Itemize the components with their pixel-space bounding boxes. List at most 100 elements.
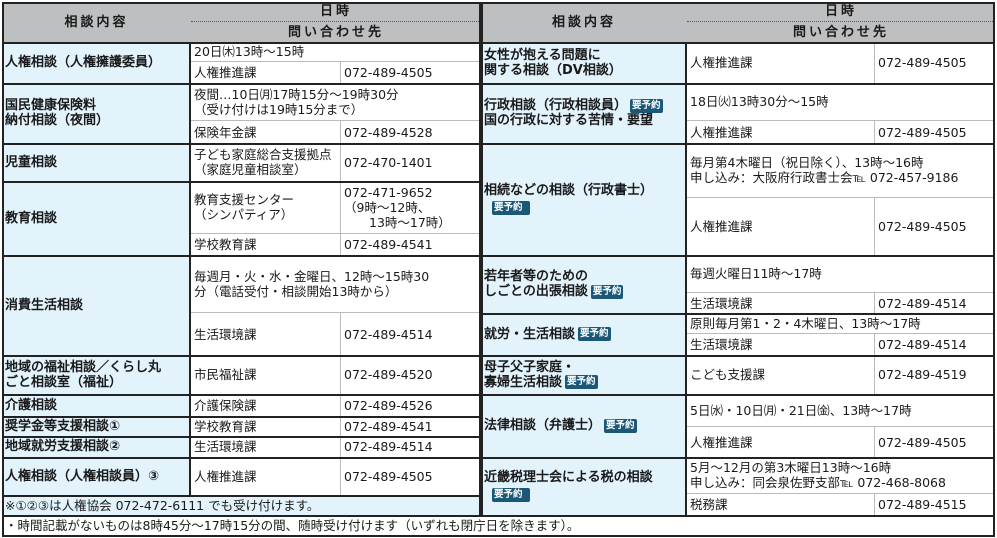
contact-phone: 072-489-4514: [875, 293, 995, 313]
right-header-datetime-text: 日時: [824, 4, 857, 19]
contact-phone-text: 072-489-4528: [344, 124, 433, 140]
contact-phone-text: 072-489-4519: [878, 367, 967, 382]
contact-department: 人権推進課: [687, 42, 875, 83]
consult-label-content: 就労・生活相談 要予約: [484, 327, 611, 342]
contact-phone: 072-489-4519: [875, 355, 995, 394]
consult-label: 消費生活相談: [2, 255, 191, 355]
contact-phone: 072-489-4514: [875, 334, 995, 355]
contact-phone: 072-489-4505: [875, 427, 995, 457]
contact-department: 人権推進課: [687, 121, 875, 143]
contact-phone: 072-489-4541: [341, 234, 481, 255]
contact-department-text: 生活環境課: [194, 439, 257, 454]
contact-department: こども支援課: [687, 355, 875, 394]
consult-label-content: 若年者等のための しごとの出張相談 要予約: [484, 269, 624, 299]
consult-label: 奨学金等支援相談①: [2, 416, 191, 436]
contact-department: 人権推進課: [687, 427, 875, 457]
consult-label: 人権相談（人権相談員）③: [2, 457, 191, 495]
contact-phone: 072-489-4541: [341, 416, 481, 436]
contact-phone: 072-489-4505: [341, 62, 481, 83]
schedule: 毎週火曜日11時～17時: [687, 255, 995, 293]
contact-department: 保険年金課: [191, 121, 341, 143]
schedule: 18日㈫13時30分～15時: [687, 83, 995, 121]
consult-label: 児童相談: [2, 143, 191, 181]
contact-phone-text: 072-489-4505: [344, 65, 433, 80]
contact-department-text: 生活環境課: [194, 326, 257, 342]
contact-phone-text: 072-489-4505: [878, 219, 967, 234]
schedule-text: 原則毎月第1・2・4木曜日、13時～17時: [690, 315, 921, 331]
left-header-datetime-text: 日時: [319, 4, 352, 19]
schedule: 毎週月・火・水・金曜日、12時～15時30 分（電話受付・相談開始13時から）: [191, 255, 481, 313]
consult-label: 若年者等のための しごとの出張相談 要予約: [481, 255, 687, 313]
contact-department-text: 子ども家庭総合支援拠点 （家庭児童相談室）: [194, 147, 332, 177]
contact-department-text: 人権推進課: [690, 434, 753, 450]
schedule: 20日㈭13時～15時: [191, 42, 481, 62]
contact-department: 学校教育課: [191, 416, 341, 436]
schedule-text: 18日㈫13時30分～15時: [690, 94, 829, 109]
consult-label-text: 女性が抱える問題に 関する相談（DV相談）: [484, 47, 622, 78]
contact-department-text: 人権推進課: [194, 468, 257, 484]
contact-department-text: 市民福祉課: [194, 367, 257, 382]
contact-phone-text: 072-489-4505: [878, 55, 967, 70]
contact-department: 人権推進課: [687, 198, 875, 255]
schedule-text: 毎週月・火・水・金曜日、12時～15時30 分（電話受付・相談開始13時から）: [194, 268, 430, 299]
consult-label: 介護相談: [2, 394, 191, 416]
consult-label-text: 児童相談: [5, 154, 58, 170]
consult-label-text: 近畿税理士会による税の相談: [484, 470, 653, 485]
contact-phone-text: 072-470-1401: [344, 154, 433, 170]
schedule-text: 5月～12月の第3木曜日13時～16時 申し込み：同会泉佐野支部℡ 072-46…: [690, 460, 946, 490]
contact-phone: 072-489-4514: [341, 313, 481, 355]
consult-label-text: 地域就労支援相談②: [5, 439, 121, 454]
consult-label: 教育相談: [2, 181, 191, 255]
contact-phone-text: 072-489-4526: [344, 397, 433, 413]
contact-department-text: こども支援課: [690, 367, 766, 382]
schedule-text: 夜間…10日㈪17時15分～19時30分 （受け付けは19時15分まで）: [194, 86, 399, 117]
schedule-text: 5日㈬・10日㈪・21日㈮、13時～17時: [690, 402, 912, 418]
schedule: 毎月第4木曜日（祝日除く）、13時～16時 申し込み：大阪府行政書士会℡ 072…: [687, 143, 995, 198]
consult-label: 法律相談（弁護士） 要予約: [481, 394, 687, 457]
contact-phone: 072-489-4505: [875, 42, 995, 83]
contact-phone-text: 072-489-4505: [344, 468, 433, 484]
contact-department-text: 人権推進課: [690, 219, 753, 234]
contact-department: 税務課: [687, 494, 875, 515]
contact-phone: 072-470-1401: [341, 143, 481, 181]
consult-label-text: 国民健康保険料 納付相談（夜間）: [5, 98, 110, 128]
contact-phone: 072-489-4505: [875, 198, 995, 255]
contact-phone-text: 072-489-4541: [344, 237, 433, 252]
contact-phone: 072-471-9652 （9時～12時、 13時～17時）: [341, 181, 481, 234]
consult-label-content: 法律相談（弁護士） 要予約: [484, 418, 637, 433]
consult-label: 地域の福祉相談／くらし丸 ごと相談室（福祉）: [2, 355, 191, 394]
contact-department: 介護保険課: [191, 394, 341, 416]
consult-label-subtext: 国の行政に対する苦情・要望: [484, 113, 654, 128]
contact-phone-text: 072-489-4505: [878, 124, 967, 140]
consult-label: 人権相談（人権擁護委員）: [2, 42, 191, 83]
reservation-required-badge: 要予約: [630, 98, 663, 113]
contact-phone-text: 072-489-4515: [878, 497, 967, 512]
footer-note-text: ・時間記載がないものは8時45分～17時15分の間、随時受け付けます（いずれも閉…: [5, 518, 580, 533]
contact-phone: 072-489-4520: [341, 355, 481, 394]
contact-phone-text: 072-489-4505: [878, 434, 967, 450]
consult-label: 行政相談（行政相談員） 要予約 国の行政に対する苦情・要望: [481, 83, 687, 143]
right-header-contact: 問い合わせ先: [687, 22, 995, 42]
consult-label-text: 就労・生活相談: [484, 326, 576, 342]
footer-note: ・時間記載がないものは8時45分～17時15分の間、随時受け付けます（いずれも閉…: [2, 515, 995, 536]
contact-department: 生活環境課: [687, 293, 875, 313]
contact-department: 人権推進課: [191, 62, 341, 83]
contact-department-text: 学校教育課: [194, 418, 257, 434]
consult-label-text: 介護相談: [5, 397, 58, 413]
schedule: 5日㈬・10日㈪・21日㈮、13時～17時: [687, 394, 995, 427]
contact-department: 人権推進課: [191, 457, 341, 495]
consult-label-text: 人権相談（人権擁護委員）: [5, 55, 162, 70]
contact-department-text: 人権推進課: [194, 65, 257, 80]
reservation-required-badge: 要予約: [492, 201, 530, 215]
contact-department: 学校教育課: [191, 234, 341, 255]
contact-department-text: 税務課: [690, 497, 728, 512]
contact-department: 市民福祉課: [191, 355, 341, 394]
consult-label: 女性が抱える問題に 関する相談（DV相談）: [481, 42, 687, 83]
contact-department-text: 教育支援センター （シンパティア）: [194, 192, 295, 222]
right-header-consult: 相談内容: [481, 2, 687, 42]
consult-label-content: 地域就労支援相談②: [5, 439, 120, 454]
consult-label-text: 母子父子家庭・ 寡婦生活相談: [484, 359, 576, 390]
right-header-consult-text: 相談内容: [551, 14, 616, 30]
consult-label-content: 国民健康保険料 納付相談（夜間）: [5, 98, 109, 128]
contact-phone-text: 072-489-4514: [878, 337, 967, 352]
